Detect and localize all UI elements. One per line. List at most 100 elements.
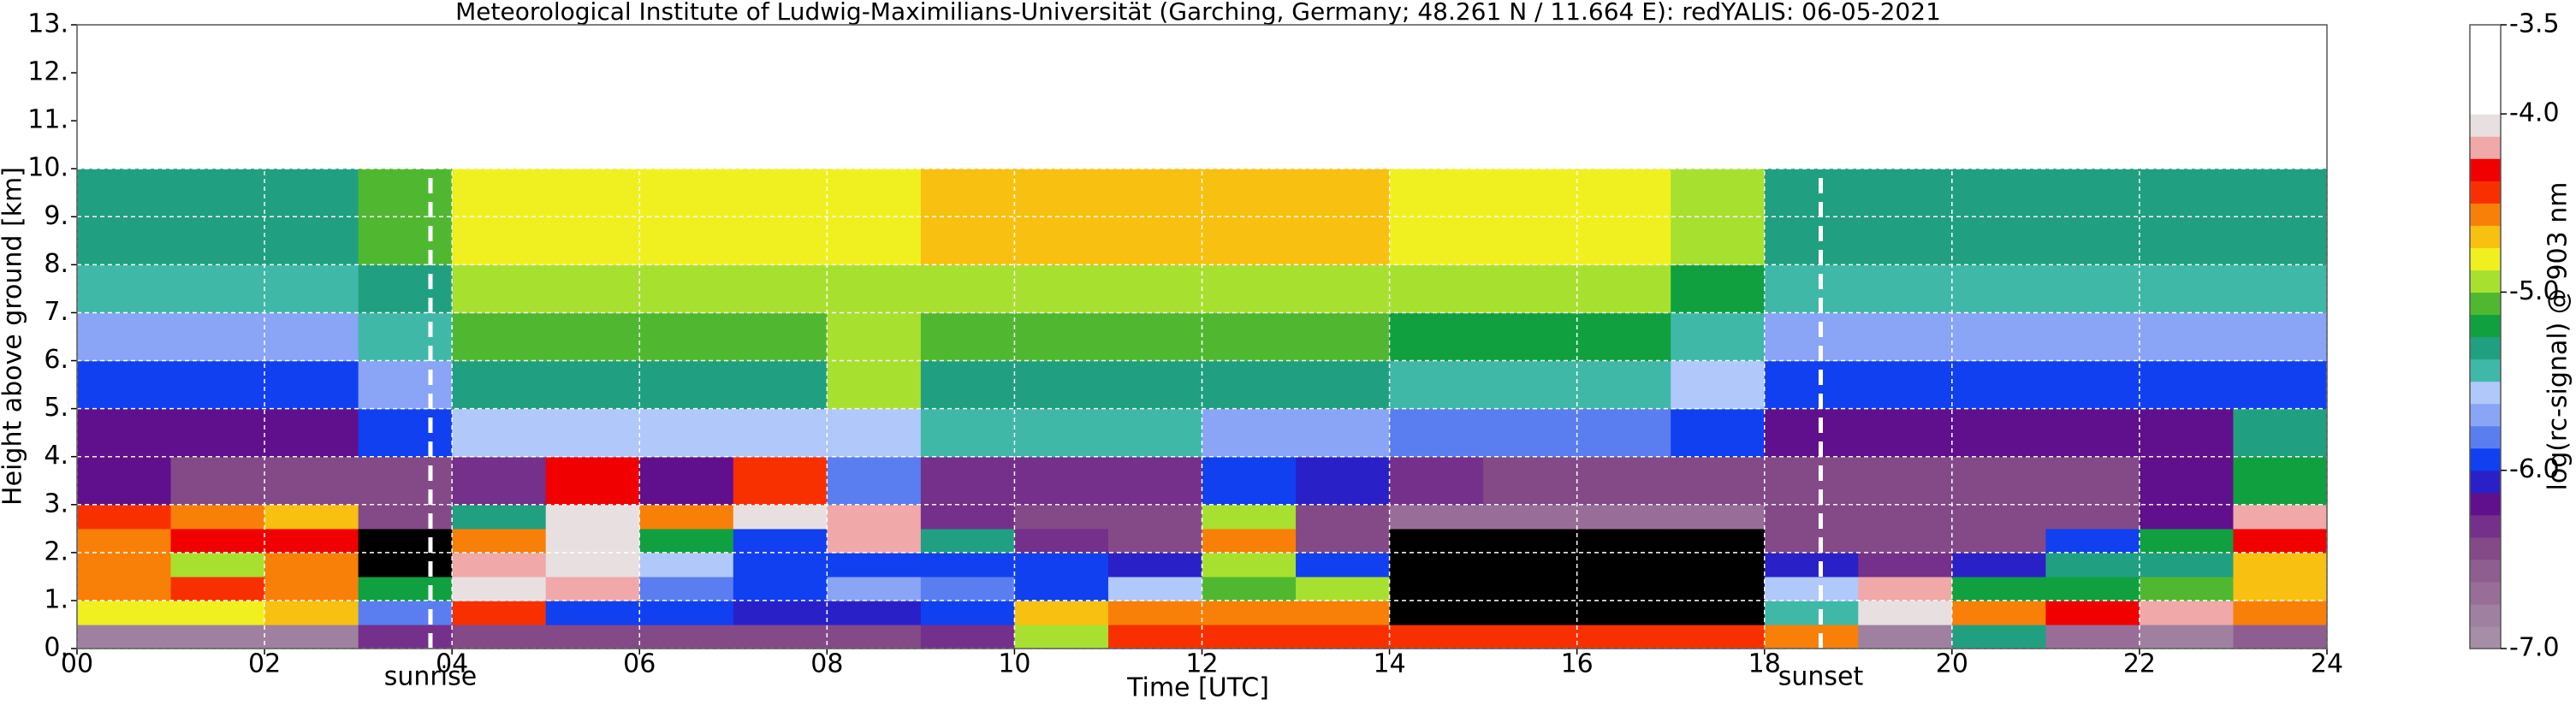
- heatmap-cell: [1014, 504, 1109, 530]
- heatmap-cell: [1296, 504, 1391, 530]
- heatmap-cell: [1107, 528, 1203, 554]
- heatmap-cell: [170, 312, 265, 362]
- heatmap-cell: [1389, 552, 1484, 578]
- heatmap-cell: [639, 312, 734, 362]
- heatmap-cell: [1296, 264, 1391, 314]
- heatmap-cell: [170, 552, 265, 578]
- heatmap-cell: [1764, 456, 1859, 506]
- colorbar-segment: [2470, 581, 2501, 605]
- heatmap-cell: [77, 552, 172, 578]
- heatmap-cell: [1764, 408, 1859, 458]
- heatmap-cell: [639, 264, 734, 314]
- colorbar-segment: [2470, 292, 2501, 316]
- x-tick-label: 04: [436, 649, 468, 679]
- heatmap-cell: [358, 312, 453, 362]
- heatmap-cell: [920, 528, 1016, 554]
- heatmap-cell: [77, 576, 172, 601]
- heatmap-cell: [1296, 312, 1391, 362]
- heatmap-cell: [1576, 264, 1671, 314]
- x-tick-label: 12: [1185, 649, 1218, 679]
- heatmap-cell: [2045, 312, 2140, 362]
- heatmap-cell: [1671, 456, 1766, 506]
- heatmap-cell: [1951, 408, 2046, 458]
- heatmap-cell: [2233, 552, 2328, 578]
- heatmap-cell: [1107, 576, 1203, 601]
- heatmap-cell: [1764, 504, 1859, 530]
- colorbar-segment: [2470, 603, 2501, 627]
- heatmap-cell: [77, 528, 172, 554]
- heatmap-cell: [77, 360, 172, 410]
- heatmap-cell: [264, 456, 359, 506]
- heatmap-cell: [1483, 169, 1578, 265]
- heatmap-cell: [1014, 576, 1109, 601]
- heatmap-cell: [1014, 408, 1109, 458]
- heatmap-cell: [1014, 312, 1109, 362]
- heatmap-cell: [1483, 528, 1578, 554]
- x-tick-label: 22: [2123, 649, 2156, 679]
- colorbar-segment: [2470, 447, 2501, 471]
- heatmap-cell: [77, 312, 172, 362]
- heatmap-cell: [545, 456, 640, 506]
- heatmap-cell: [2233, 360, 2328, 410]
- y-tick-label: 11.: [27, 105, 68, 135]
- heatmap-cell: [827, 576, 922, 601]
- heatmap-cell: [545, 528, 640, 554]
- heatmap-cell: [2233, 264, 2328, 314]
- heatmap-cell: [1951, 600, 2046, 625]
- heatmap-cell: [1671, 408, 1766, 458]
- heatmap-cell: [170, 576, 265, 601]
- x-tick-label: 16: [1561, 649, 1594, 679]
- heatmap-cell: [170, 456, 265, 506]
- colorbar-segment: [2470, 69, 2501, 92]
- heatmap-cell: [827, 408, 922, 458]
- heatmap-cell: [1764, 624, 1859, 649]
- heatmap-cell: [1014, 624, 1109, 649]
- heatmap-cell: [1764, 312, 1859, 362]
- heatmap-cell: [1014, 169, 1109, 265]
- y-tick-label: 6.: [44, 345, 68, 375]
- x-tick-label: 10: [998, 649, 1030, 679]
- heatmap-cell: [358, 504, 453, 530]
- heatmap-cell: [358, 576, 453, 601]
- colorbar-segment: [2470, 470, 2501, 494]
- heatmap-cell: [1014, 528, 1109, 554]
- heatmap-cell: [827, 456, 922, 506]
- heatmap-cell: [639, 360, 734, 410]
- y-tick-label: 4.: [44, 441, 68, 471]
- heatmap-cell: [452, 624, 547, 649]
- heatmap-cell: [77, 408, 172, 458]
- heatmap-cell: [733, 360, 828, 410]
- heatmap-cell: [827, 552, 922, 578]
- heatmap-cell: [2233, 408, 2328, 458]
- heatmap-cell: [264, 576, 359, 601]
- heatmap-cell: [2233, 456, 2328, 506]
- heatmap-cell: [2233, 600, 2328, 625]
- heatmap-cell: [1858, 624, 1953, 649]
- heatmap-cell: [452, 456, 547, 506]
- heatmap-cell: [1014, 456, 1109, 506]
- heatmap-cell: [2139, 504, 2235, 530]
- x-tick-label: 08: [810, 649, 843, 679]
- colorbar-tick-label: -6.0: [2509, 454, 2560, 484]
- heatmap-cell: [1296, 600, 1391, 625]
- heatmap-cell: [2233, 576, 2328, 601]
- heatmap-cell: [639, 456, 734, 506]
- heatmap-cell: [639, 504, 734, 530]
- heatmap-cell: [1202, 528, 1297, 554]
- heatmap-cell: [920, 312, 1016, 362]
- heatmap-cell: [170, 264, 265, 314]
- heatmap-cell: [264, 624, 359, 649]
- y-tick-label: 8.: [44, 249, 68, 279]
- heatmap-cell: [1107, 312, 1203, 362]
- heatmap-cell: [1389, 360, 1484, 410]
- heatmap-cell: [2233, 528, 2328, 554]
- heatmap-cell: [2139, 169, 2235, 265]
- colorbar-segment: [2470, 358, 2501, 382]
- colorbar-segment: [2470, 136, 2501, 159]
- heatmap-cell: [452, 600, 547, 625]
- heatmap-cell: [920, 624, 1016, 649]
- heatmap-cell: [358, 360, 453, 410]
- heatmap-cell: [1576, 408, 1671, 458]
- colorbar-segment: [2470, 92, 2501, 115]
- heatmap-cell: [1483, 624, 1578, 649]
